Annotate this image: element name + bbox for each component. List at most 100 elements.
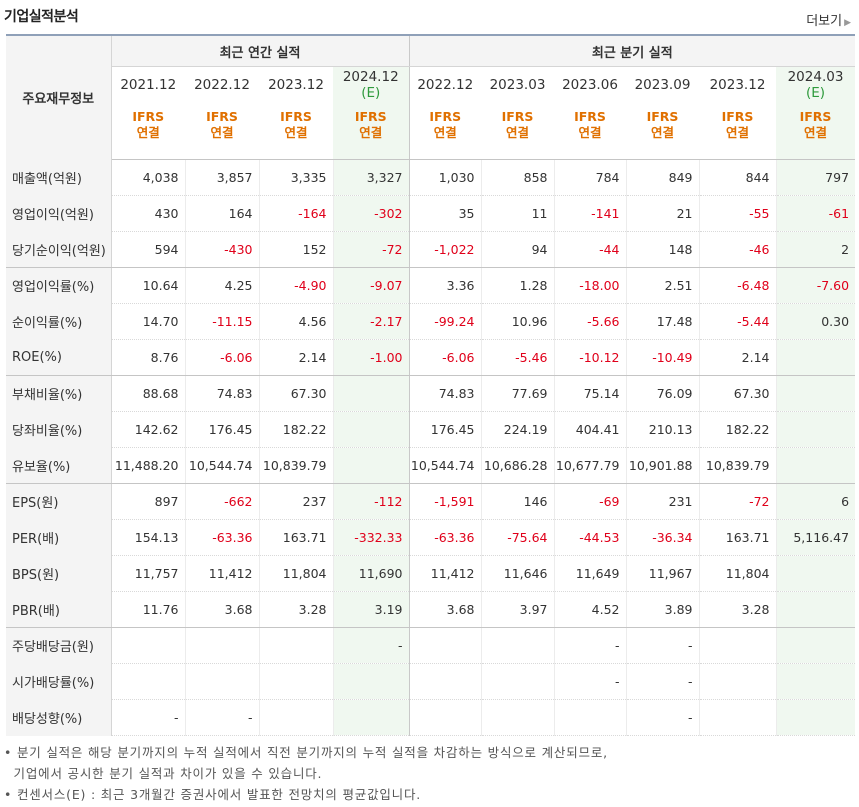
table-cell: 4.56 [258,303,333,340]
period-date-text: 2021.12 [120,77,177,93]
standard-scope: 연결 [725,125,749,140]
table-cell: 35 [408,195,481,232]
table-cell: 4.25 [184,267,259,304]
table-row: PBR(배) 11.76 3.68 3.28 3.19 3.68 3.97 4.52 3.89 3… [6,591,856,628]
table-cell: 10,686.28 [480,447,554,484]
table-cell: 17.48 [625,303,699,340]
table-cell: - [110,699,185,736]
table-cell: 10,839.79 [258,447,333,484]
period-date: 2024.12 (E) [333,66,409,103]
table-cell: 11,649 [553,555,626,592]
table-cell: 844 [698,159,776,196]
table-cell: 2.51 [625,267,699,304]
table-cell: -141 [553,195,626,232]
footnote-2: 기업에서 공시한 분기 실적과 차이가 있을 수 있습니다. [4,766,323,781]
table-row: 당기순이익(억원) 594 -430 152 -72 -1,022 94 -44 148 -46 2 [6,231,856,268]
more-link[interactable]: 더보기 ▶ [806,10,851,29]
table-cell: -10.12 [553,339,626,376]
period-date: 2023.03 [481,66,554,103]
standard-scope: 연결 [284,125,308,140]
table-row: BPS(원) 11,757 11,412 11,804 11,690 11,412 11,6… [6,555,856,592]
table-row: 유보율(%) 11,488.20 10,544.74 10,839.79 10,544.… [6,447,856,484]
period-date-text: 2024.12 [342,69,399,85]
standard-scope: 연결 [433,125,457,140]
table-cell: 3.89 [625,591,699,628]
table-cell: 797 [775,159,856,196]
table-cell: -72 [698,483,776,520]
table-cell: -662 [184,483,259,520]
table-cell: 404.41 [553,411,626,448]
period-date-text: 2023.12 [268,77,324,93]
row-label: 배당성향(%) [6,699,112,736]
row-label: 영업이익률(%) [6,267,112,304]
table-cell: -11.15 [184,303,259,340]
table-cell [408,627,481,664]
row-label: 주당배당금(원) [6,627,112,664]
table-cell [698,663,776,700]
period-date-text: 2023.09 [634,77,691,93]
table-cell: -46 [698,231,776,268]
table-cell: 897 [110,483,185,520]
table-cell: 21 [625,195,699,232]
standard-scope: 연결 [136,125,160,140]
table-cell: 237 [258,483,333,520]
table-cell: 74.83 [408,375,481,412]
table-cell: 148 [625,231,699,268]
table-cell: -332.33 [332,519,409,556]
table-cell: 182.22 [258,411,333,448]
table-cell: -44 [553,231,626,268]
table-cell: -63.36 [408,519,481,556]
table-cell: 2.14 [698,339,776,376]
table-cell: 784 [553,159,626,196]
table-cell: 3,335 [258,159,333,196]
table-cell: 4.52 [553,591,626,628]
table-cell: 430 [110,195,185,232]
table-cell: 3.28 [698,591,776,628]
table-cell [775,339,856,376]
table-row: 배당성향(%) - - - [6,699,856,736]
table-cell: -18.00 [553,267,626,304]
table-cell: 77.69 [480,375,554,412]
footnotes: • 분기 실적은 해당 분기까지의 누적 실적에서 직전 분기까지의 누적 실적… [4,742,608,805]
row-label: 부채비율(%) [6,375,112,412]
table-cell [480,663,554,700]
row-label: 영업이익(억원) [6,195,112,232]
table-cell: 4,038 [110,159,185,196]
table-cell: 10,839.79 [698,447,776,484]
accounting-standard: IFRS 연결 [776,103,856,160]
standard-scope: 연결 [804,125,828,140]
period-date-text: 2024.03 [787,69,844,85]
table-cell: 858 [480,159,554,196]
table-cell [553,699,626,736]
group-quarterly: 최근 분기 실적 [408,34,856,67]
table-cell: 11,646 [480,555,554,592]
period-date: 2022.12 [408,66,481,103]
table-cell: -2.17 [332,303,409,340]
group-annual: 최근 연간 실적 [111,34,409,67]
table-cell: 10,544.74 [408,447,481,484]
accounting-standard: IFRS 연결 [111,103,185,160]
table-cell [775,555,856,592]
table-cell: 3,857 [184,159,259,196]
table-cell: 1,030 [408,159,481,196]
table-cell: 154.13 [110,519,185,556]
table-cell [775,411,856,448]
table-row: PER(배) 154.13 -63.36 163.71 -332.33 -63.36 -75… [6,519,856,556]
table-cell [332,699,409,736]
table-cell: -430 [184,231,259,268]
table-cell: 11,488.20 [110,447,185,484]
table-cell: 3.97 [480,591,554,628]
corner-label: 주요재무정보 [6,34,112,160]
table-cell: -6.06 [184,339,259,376]
row-label: EPS(원) [6,483,112,520]
row-label: BPS(원) [6,555,112,592]
accounting-standard: IFRS 연결 [333,103,409,160]
table-row: 당좌비율(%) 142.62 176.45 182.22 176.45 224.19 404… [6,411,856,448]
table-cell [332,663,409,700]
table-cell: 67.30 [698,375,776,412]
table-cell: 88.68 [110,375,185,412]
row-label: 당기순이익(억원) [6,231,112,268]
table-cell: 0.30 [775,303,856,340]
table-cell: - [625,627,699,664]
table-cell: -72 [332,231,409,268]
